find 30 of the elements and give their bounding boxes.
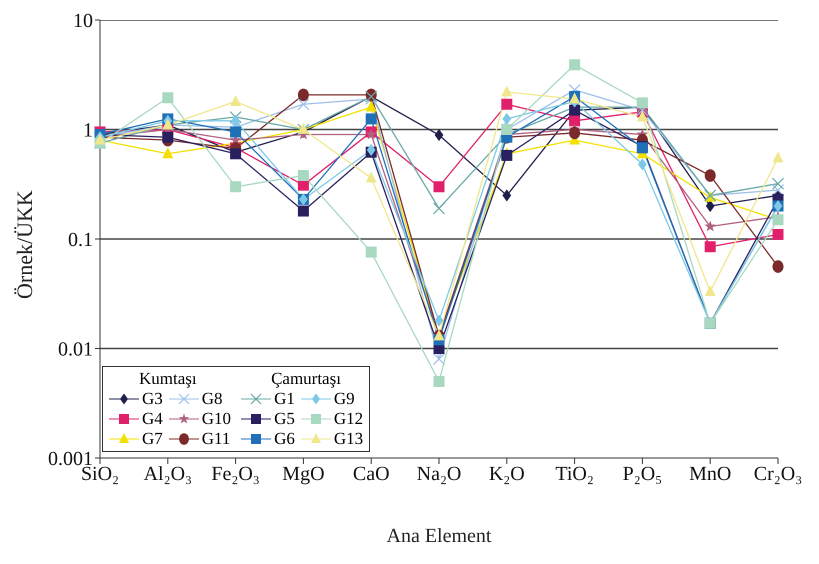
y-tick-label: 1 bbox=[83, 120, 93, 142]
x-tick-label: K₂O bbox=[488, 463, 525, 486]
legend-label: G9 bbox=[334, 389, 355, 409]
legend-label: G12 bbox=[334, 409, 364, 429]
x-tick-label: Fe₂O₃ bbox=[211, 463, 260, 486]
y-axis-title: Örnek/ÜKK bbox=[12, 190, 37, 299]
legend-label: G13 bbox=[334, 429, 364, 449]
x-tick-label: MnO bbox=[689, 463, 732, 486]
x-axis-title: Ana Element bbox=[386, 525, 492, 547]
y-tick-label: 0.1 bbox=[68, 229, 93, 252]
legend-label: G4 bbox=[142, 409, 163, 429]
annotation: Çamurtaşı bbox=[270, 369, 342, 389]
legend-label: G1 bbox=[274, 389, 295, 409]
legend-label: G5 bbox=[274, 409, 295, 429]
x-tick-label: TiO₂ bbox=[555, 463, 594, 486]
annotation: Kumtaşı bbox=[138, 369, 198, 389]
x-tick-label: Cr₂O₃ bbox=[754, 463, 802, 486]
y-tick-label: 0.01 bbox=[58, 338, 93, 361]
x-tick-label: Na₂O bbox=[416, 463, 462, 486]
legend-label: G11 bbox=[202, 429, 230, 449]
legend-label: G6 bbox=[274, 429, 295, 449]
x-tick-label: Al₂O₃ bbox=[144, 463, 192, 486]
legend-label: G10 bbox=[202, 409, 232, 429]
x-tick-label: MgO bbox=[282, 463, 325, 486]
legend-label: G7 bbox=[142, 429, 163, 449]
legend-label: G3 bbox=[142, 389, 163, 409]
x-tick-label: CaO bbox=[352, 463, 390, 486]
x-tick-label: P₂O₅ bbox=[622, 463, 662, 486]
legend-label: G8 bbox=[202, 389, 223, 409]
y-tick-label: 10 bbox=[73, 10, 93, 32]
